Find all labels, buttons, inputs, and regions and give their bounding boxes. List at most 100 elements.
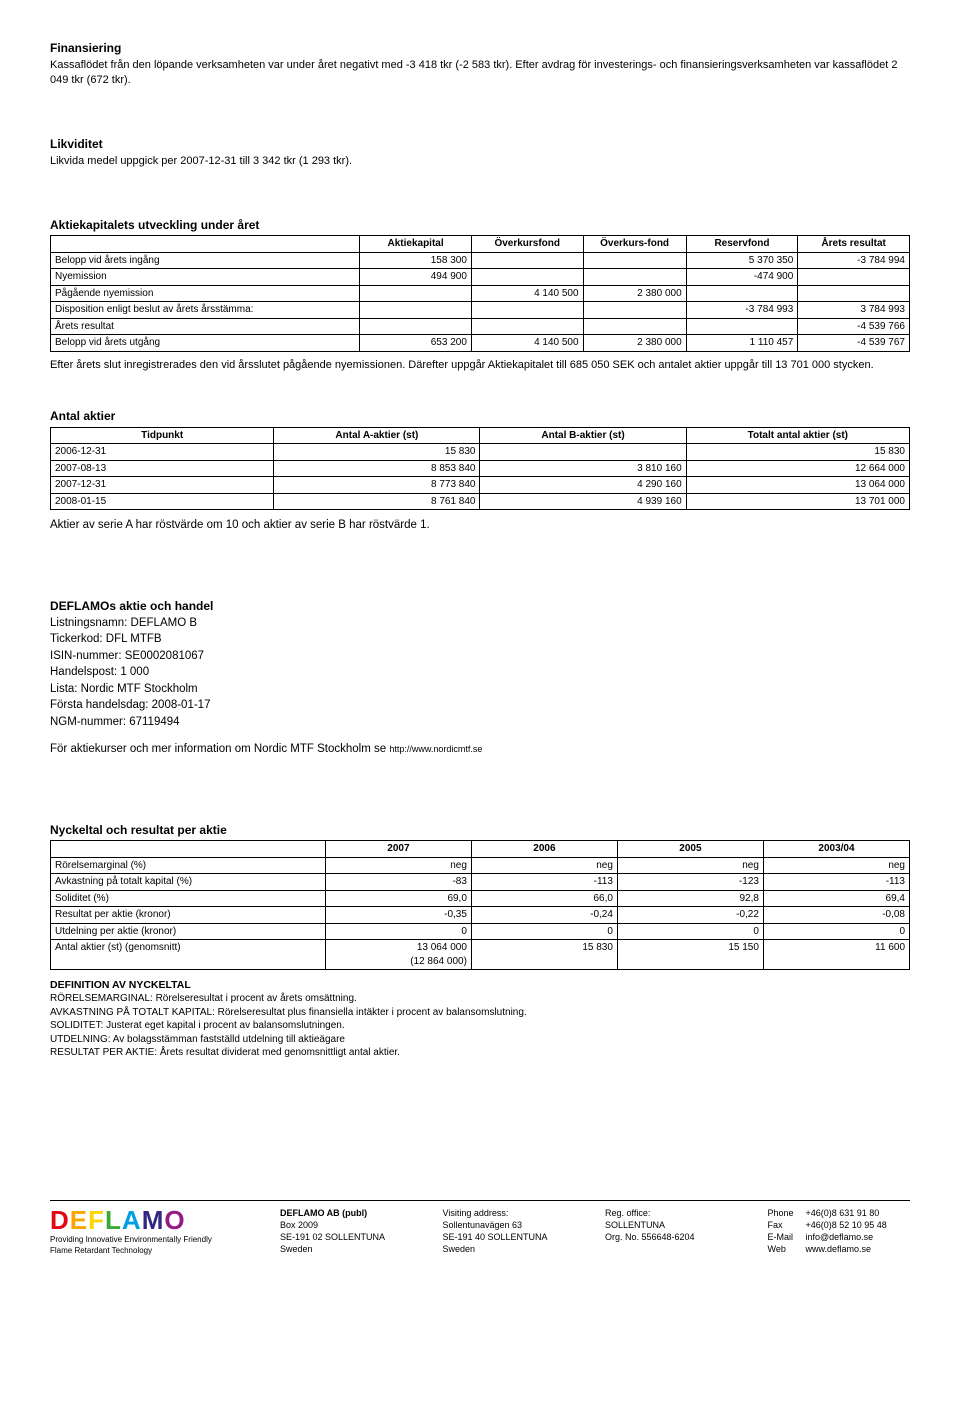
table-row: 2007-12-318 773 8404 290 16013 064 000 bbox=[51, 477, 910, 494]
list-item: Lista: Nordic MTF Stockholm bbox=[50, 682, 910, 698]
cell-value bbox=[686, 318, 798, 335]
cell-value bbox=[798, 269, 910, 286]
cell-value: 2 380 000 bbox=[583, 285, 686, 302]
footer-line: SE-191 40 SOLLENTUNA bbox=[443, 1231, 586, 1243]
footer-line: E-Mailinfo@deflamo.se bbox=[768, 1231, 911, 1243]
footer-line: DEFLAMO AB (publ) bbox=[280, 1207, 423, 1219]
table-row: Nyemission494 900-474 900 bbox=[51, 269, 910, 286]
cell-label: Avkastning på totalt kapital (%) bbox=[51, 874, 326, 891]
footer-line: SOLLENTUNA bbox=[605, 1219, 748, 1231]
table-row: 2006-12-3115 83015 830 bbox=[51, 444, 910, 461]
info-text: För aktiekurser och mer information om N… bbox=[50, 743, 389, 755]
cell-value bbox=[583, 269, 686, 286]
cell-value: 4 140 500 bbox=[471, 285, 583, 302]
cell-value: 92,8 bbox=[617, 890, 763, 907]
cell-value: -123 bbox=[617, 874, 763, 891]
table-row: Avkastning på totalt kapital (%)-83-113-… bbox=[51, 874, 910, 891]
aktie-handel-list: Listningsnamn: DEFLAMO BTickerkod: DFL M… bbox=[50, 616, 910, 731]
list-item: Listningsnamn: DEFLAMO B bbox=[50, 616, 910, 632]
th bbox=[51, 236, 360, 253]
th: 2007 bbox=[325, 841, 471, 858]
definition-item: AVKASTNING PÅ TOTALT KAPITAL: Rörelseres… bbox=[50, 1006, 910, 1020]
aktie-handel-info: För aktiekurser och mer information om N… bbox=[50, 742, 910, 758]
cell-value: -83 bbox=[325, 874, 471, 891]
footer-value: +46(0)8 52 10 95 48 bbox=[806, 1220, 887, 1230]
cell-value: 4 140 500 bbox=[471, 335, 583, 352]
table-row: Belopp vid årets utgång653 2004 140 5002… bbox=[51, 335, 910, 352]
cell-value: 4 939 160 bbox=[480, 493, 686, 510]
list-item: NGM-nummer: 67119494 bbox=[50, 715, 910, 731]
cell-label: Belopp vid årets ingång bbox=[51, 252, 360, 269]
cell-value: 13 064 000 (12 864 000) bbox=[325, 940, 471, 970]
definitions-title: DEFINITION AV NYCKELTAL bbox=[50, 978, 910, 992]
footer-label: Fax bbox=[768, 1219, 806, 1231]
cell-value: -0,22 bbox=[617, 907, 763, 924]
definition-item: RESULTAT PER AKTIE: Årets resultat divid… bbox=[50, 1046, 910, 1060]
footer-line: Phone+46(0)8 631 91 80 bbox=[768, 1207, 911, 1219]
table-nyckeltal: 2007 2006 2005 2003/04 Rörelsemarginal (… bbox=[50, 840, 910, 970]
cell-value: 8 853 840 bbox=[274, 460, 480, 477]
cell-value bbox=[471, 302, 583, 319]
cell-value: -3 784 993 bbox=[686, 302, 798, 319]
cell-label: 2006-12-31 bbox=[51, 444, 274, 461]
cell-value: neg bbox=[617, 857, 763, 874]
table-aktiekapital: Aktiekapital Överkursfond Överkurs-fond … bbox=[50, 235, 910, 352]
th: 2003/04 bbox=[763, 841, 909, 858]
footer-line: Reg. office: bbox=[605, 1207, 748, 1219]
cell-value: -4 539 766 bbox=[798, 318, 910, 335]
cell-value: 2 380 000 bbox=[583, 335, 686, 352]
cell-value: 15 150 bbox=[617, 940, 763, 970]
cell-value bbox=[471, 252, 583, 269]
info-link[interactable]: http://www.nordicmtf.se bbox=[389, 744, 482, 754]
table-row: Soliditet (%)69,066,092,869,4 bbox=[51, 890, 910, 907]
cell-label: Rörelsemarginal (%) bbox=[51, 857, 326, 874]
likviditet-text: Likvida medel uppgick per 2007-12-31 til… bbox=[50, 154, 910, 169]
table-row: Utdelning per aktie (kronor)0000 bbox=[51, 923, 910, 940]
cell-value bbox=[360, 302, 472, 319]
cell-value bbox=[360, 318, 472, 335]
cell-value: -113 bbox=[471, 874, 617, 891]
table-row: 2008-01-158 761 8404 939 16013 701 000 bbox=[51, 493, 910, 510]
footer-value: www.deflamo.se bbox=[806, 1244, 872, 1254]
table-row: Rörelsemarginal (%)negnegnegneg bbox=[51, 857, 910, 874]
cell-value bbox=[360, 285, 472, 302]
definition-item: RÖRELSEMARGINAL: Rörelseresultat i proce… bbox=[50, 992, 910, 1006]
cell-value bbox=[686, 285, 798, 302]
footer-col-4: Phone+46(0)8 631 91 80Fax+46(0)8 52 10 9… bbox=[768, 1207, 911, 1256]
cell-label: Antal aktier (st) (genomsnitt) bbox=[51, 940, 326, 970]
cell-value: neg bbox=[325, 857, 471, 874]
cell-value: 69,0 bbox=[325, 890, 471, 907]
footer-label: E-Mail bbox=[768, 1231, 806, 1243]
cell-label: Utdelning per aktie (kronor) bbox=[51, 923, 326, 940]
section-title-nyckeltal: Nyckeltal och resultat per aktie bbox=[50, 822, 910, 838]
table-row: Pågående nyemission4 140 5002 380 000 bbox=[51, 285, 910, 302]
cell-value: 69,4 bbox=[763, 890, 909, 907]
cell-value: -0,35 bbox=[325, 907, 471, 924]
cell-value bbox=[471, 269, 583, 286]
cell-value: -0,08 bbox=[763, 907, 909, 924]
section-title-aktiekapital: Aktiekapitalets utveckling under året bbox=[50, 217, 910, 233]
cell-value: 0 bbox=[763, 923, 909, 940]
list-item: Handelspost: 1 000 bbox=[50, 665, 910, 681]
section-title-likviditet: Likviditet bbox=[50, 136, 910, 152]
antal-aktier-after-text: Aktier av serie A har röstvärde om 10 oc… bbox=[50, 518, 910, 534]
list-item: Tickerkod: DFL MTFB bbox=[50, 632, 910, 648]
cell-value: 11 600 bbox=[763, 940, 909, 970]
section-title-aktie-handel: DEFLAMOs aktie och handel bbox=[50, 598, 910, 614]
table-row: Belopp vid årets ingång158 3005 370 350-… bbox=[51, 252, 910, 269]
cell-value bbox=[583, 318, 686, 335]
cell-value bbox=[583, 302, 686, 319]
th: Reservfond bbox=[686, 236, 798, 253]
deflamo-logo: DEFLAMO bbox=[50, 1207, 260, 1233]
cell-value: -4 539 767 bbox=[798, 335, 910, 352]
cell-value bbox=[480, 444, 686, 461]
cell-value: neg bbox=[763, 857, 909, 874]
th: Totalt antal aktier (st) bbox=[686, 427, 909, 444]
th: Tidpunkt bbox=[51, 427, 274, 444]
footer-line: Org. No. 556648-6204 bbox=[605, 1231, 748, 1243]
cell-value: 3 784 993 bbox=[798, 302, 910, 319]
th bbox=[51, 841, 326, 858]
footer-line: SE-191 02 SOLLENTUNA bbox=[280, 1231, 423, 1243]
cell-value: -474 900 bbox=[686, 269, 798, 286]
definitions-list: RÖRELSEMARGINAL: Rörelseresultat i proce… bbox=[50, 992, 910, 1060]
